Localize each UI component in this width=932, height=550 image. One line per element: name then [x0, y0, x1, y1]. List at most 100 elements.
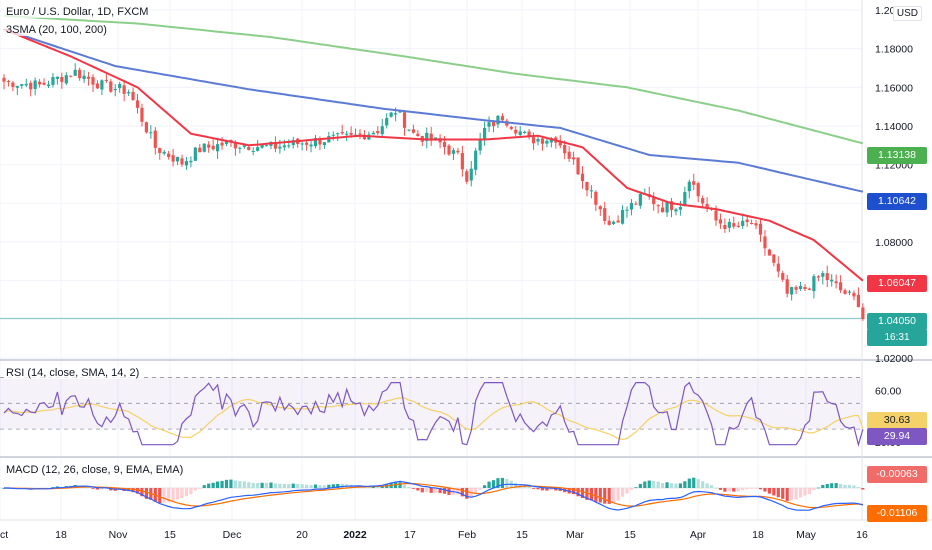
sma-indicator-label[interactable]: 3SMA (20, 100, 200)	[4, 24, 109, 36]
macd-histogram-bar	[394, 482, 398, 488]
candle-body	[331, 134, 335, 136]
symbol-title[interactable]: Euro / U.S. Dollar, 1D, FXCM	[4, 6, 151, 18]
candle-body	[563, 144, 567, 154]
candle-body	[358, 133, 362, 135]
candle-body	[193, 147, 197, 161]
candle-body	[750, 223, 754, 225]
candle-body	[540, 138, 545, 144]
macd-histogram-bar	[825, 484, 829, 488]
price-axis-label: 1.18000	[875, 44, 913, 56]
macd-histogram-bar	[638, 483, 642, 488]
macd-histogram-bar	[750, 488, 754, 489]
macd-indicator-label[interactable]: MACD (12, 26, close, 9, EMA, EMA)	[4, 464, 186, 476]
time-axis-label: 16	[856, 529, 868, 541]
macd-histogram-bar	[211, 482, 215, 488]
candle-body	[456, 150, 460, 153]
candle-body	[260, 144, 264, 148]
candle-body	[33, 80, 37, 89]
candle-body	[736, 225, 740, 228]
candle-body	[442, 142, 447, 148]
candle-body	[273, 142, 278, 149]
candle-body	[389, 112, 393, 117]
candle-body	[291, 140, 295, 145]
macd-histogram-bar	[527, 486, 531, 488]
candle-body	[589, 190, 593, 192]
macd-histogram-bar	[852, 485, 856, 488]
macd-histogram-bar	[572, 488, 576, 495]
candle-body	[184, 161, 189, 166]
candle-body	[224, 140, 229, 144]
candle-body	[349, 133, 353, 135]
candle-body	[376, 130, 380, 134]
macd-histogram-bar	[474, 488, 478, 495]
candle-body	[741, 220, 745, 226]
macd-histogram-bar	[585, 488, 589, 500]
macd-histogram-bar	[251, 483, 255, 488]
candle-body	[732, 223, 736, 227]
macd-histogram-bar	[460, 488, 464, 497]
time-axis-label: Feb	[458, 529, 476, 541]
candle-body	[536, 138, 540, 142]
macd-histogram-bar	[652, 481, 656, 488]
candle-body	[216, 144, 220, 152]
candle-body	[625, 209, 629, 211]
macd-histogram-bar	[287, 484, 291, 488]
rsi-axis-label: 60.00	[875, 385, 901, 397]
candle-body	[718, 219, 723, 224]
candle-body	[790, 287, 794, 295]
macd-histogram-bar	[745, 488, 749, 490]
candle-body	[278, 146, 282, 149]
rsi-indicator-label[interactable]: RSI (14, close, SMA, 14, 2)	[4, 367, 142, 379]
candle-body	[167, 153, 171, 157]
macd-histogram-bar	[193, 488, 197, 491]
macd-histogram-bar	[51, 487, 55, 488]
candle-body	[701, 198, 705, 204]
candle-body	[638, 193, 642, 206]
macd-histogram-bar	[612, 488, 616, 503]
macd-histogram-bar	[144, 488, 148, 499]
candle-body	[696, 183, 700, 197]
macd-histogram-bar	[643, 481, 647, 488]
macd-histogram-bar	[442, 488, 447, 494]
candle-body	[238, 147, 242, 149]
candle-body	[856, 294, 860, 308]
macd-histogram-badge: -0.00063	[867, 466, 927, 483]
candle-body	[763, 236, 767, 249]
candle-body	[135, 100, 140, 108]
rsi-ma-badge: 30.63	[867, 412, 927, 429]
candle-body	[509, 126, 513, 129]
macd-histogram-bar	[683, 481, 687, 488]
macd-histogram-bar	[678, 483, 682, 488]
candle-body	[15, 85, 19, 88]
macd-histogram-bar	[785, 488, 789, 501]
macd-histogram-bar	[545, 488, 549, 491]
macd-histogram-bar	[598, 488, 602, 503]
candle-body	[300, 143, 304, 145]
candle-body	[567, 151, 571, 159]
macd-histogram-bar	[425, 488, 429, 493]
time-axis-label: Oct	[0, 529, 8, 541]
candle-body	[620, 210, 625, 224]
macd-histogram-bar	[856, 487, 860, 488]
rsi-value-badge: 29.94	[867, 428, 927, 445]
macd-histogram-bar	[705, 483, 709, 488]
macd-histogram-bar	[736, 488, 740, 492]
macd-histogram-bar	[198, 488, 202, 489]
candle-body	[189, 160, 193, 163]
candle-body	[198, 147, 202, 153]
candle-body	[42, 82, 46, 85]
macd-histogram-bar	[625, 488, 629, 494]
macd-histogram-bar	[140, 488, 144, 497]
macd-line	[4, 480, 864, 511]
currency-label[interactable]: USD	[892, 6, 922, 21]
candle-body	[794, 287, 798, 290]
candle-body	[251, 150, 255, 152]
candle-body	[514, 129, 518, 134]
candle-body	[447, 145, 451, 155]
candle-body	[714, 210, 718, 221]
candle-body	[816, 276, 820, 278]
candle-body	[247, 146, 251, 151]
candle-body	[175, 156, 180, 162]
time-axis-label: 18	[55, 529, 67, 541]
